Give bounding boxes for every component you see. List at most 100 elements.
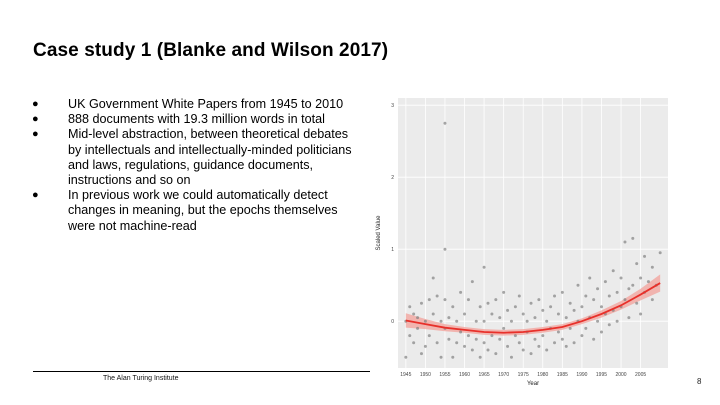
data-point — [498, 337, 502, 341]
x-tick-label: 1955 — [439, 372, 450, 378]
x-tick-label: 1950 — [420, 372, 431, 378]
data-point — [607, 294, 611, 298]
data-point — [627, 287, 631, 291]
data-point — [419, 301, 423, 305]
data-point — [560, 337, 564, 341]
x-tick-label: 1985 — [557, 372, 568, 378]
data-point — [439, 355, 443, 359]
data-point — [623, 298, 627, 302]
data-point — [650, 298, 654, 302]
data-point — [560, 290, 564, 294]
data-point — [443, 298, 447, 302]
data-point — [506, 344, 510, 348]
data-point — [623, 240, 627, 244]
confidence-band — [405, 274, 661, 336]
data-point — [451, 305, 455, 309]
data-point — [572, 341, 576, 345]
x-tick-label: 1970 — [498, 372, 509, 378]
data-point — [568, 326, 572, 330]
data-point — [596, 319, 600, 323]
data-point — [607, 323, 611, 327]
data-point — [404, 355, 408, 359]
data-point — [490, 334, 494, 338]
data-point — [463, 344, 467, 348]
data-point — [615, 319, 619, 323]
data-point — [545, 319, 549, 323]
data-point — [631, 236, 635, 240]
slide-title: Case study 1 (Blanke and Wilson 2017) — [33, 40, 389, 61]
data-point — [494, 298, 498, 302]
data-point — [455, 341, 459, 345]
bullet-item: ● In previous work we could automaticall… — [30, 188, 352, 234]
data-point — [423, 319, 427, 323]
x-tick-label: 1975 — [518, 372, 529, 378]
data-point — [650, 265, 654, 269]
data-point — [564, 344, 568, 348]
data-point — [533, 337, 537, 341]
data-point — [588, 276, 592, 280]
y-tick-label: 0 — [391, 319, 394, 325]
data-point — [482, 265, 486, 269]
data-point — [580, 305, 584, 309]
data-point — [416, 326, 420, 330]
data-point — [423, 344, 427, 348]
plot-panel — [398, 98, 668, 368]
x-tick-label: 1965 — [479, 372, 490, 378]
trend-line — [405, 282, 661, 334]
data-point — [455, 319, 459, 323]
data-point — [466, 334, 470, 338]
data-point — [541, 334, 545, 338]
footer-divider — [33, 371, 370, 372]
data-point — [584, 294, 588, 298]
x-tick-label: 1960 — [459, 372, 470, 378]
data-point — [639, 276, 643, 280]
data-point — [599, 330, 603, 334]
data-point — [459, 330, 463, 334]
data-point — [416, 316, 420, 320]
y-axis-label: Scaled Value — [376, 215, 382, 251]
data-point — [545, 348, 549, 352]
data-point — [466, 298, 470, 302]
data-point — [486, 301, 490, 305]
data-point — [521, 348, 525, 352]
data-point — [419, 352, 423, 356]
bullet-icon: ● — [32, 113, 39, 126]
bullet-icon: ● — [32, 128, 39, 141]
data-point — [556, 330, 560, 334]
data-point — [435, 341, 439, 345]
data-point — [549, 305, 553, 309]
data-point — [486, 348, 490, 352]
data-point — [635, 301, 639, 305]
x-tick-label: 1945 — [400, 372, 411, 378]
data-point — [513, 305, 517, 309]
bullet-list: ● UK Government White Papers from 1945 t… — [30, 97, 352, 234]
data-point — [529, 352, 533, 356]
data-point — [615, 290, 619, 294]
data-point — [541, 308, 545, 312]
data-point — [502, 290, 506, 294]
data-point — [509, 319, 513, 323]
data-point — [564, 316, 568, 320]
data-point — [611, 269, 615, 273]
data-point — [470, 280, 474, 284]
data-point — [639, 312, 643, 316]
bullet-text: 888 documents with 19.3 million words in… — [68, 112, 325, 127]
bullet-icon: ● — [32, 98, 39, 110]
y-tick-label: 3 — [391, 103, 394, 109]
data-point — [576, 283, 580, 287]
data-point — [506, 308, 510, 312]
data-point — [427, 298, 431, 302]
data-point — [412, 341, 416, 345]
data-point — [439, 319, 443, 323]
bullet-item: ● 888 documents with 19.3 million words … — [30, 112, 352, 127]
data-point — [443, 121, 447, 125]
data-point — [490, 312, 494, 316]
x-tick-label: 1995 — [596, 372, 607, 378]
bullet-text: In previous work we could automatically … — [68, 188, 338, 233]
y-tick-label: 2 — [391, 175, 394, 181]
data-point — [463, 312, 467, 316]
data-point — [451, 355, 455, 359]
data-point — [592, 337, 596, 341]
page-number: 8 — [697, 377, 702, 386]
data-point — [447, 337, 451, 341]
